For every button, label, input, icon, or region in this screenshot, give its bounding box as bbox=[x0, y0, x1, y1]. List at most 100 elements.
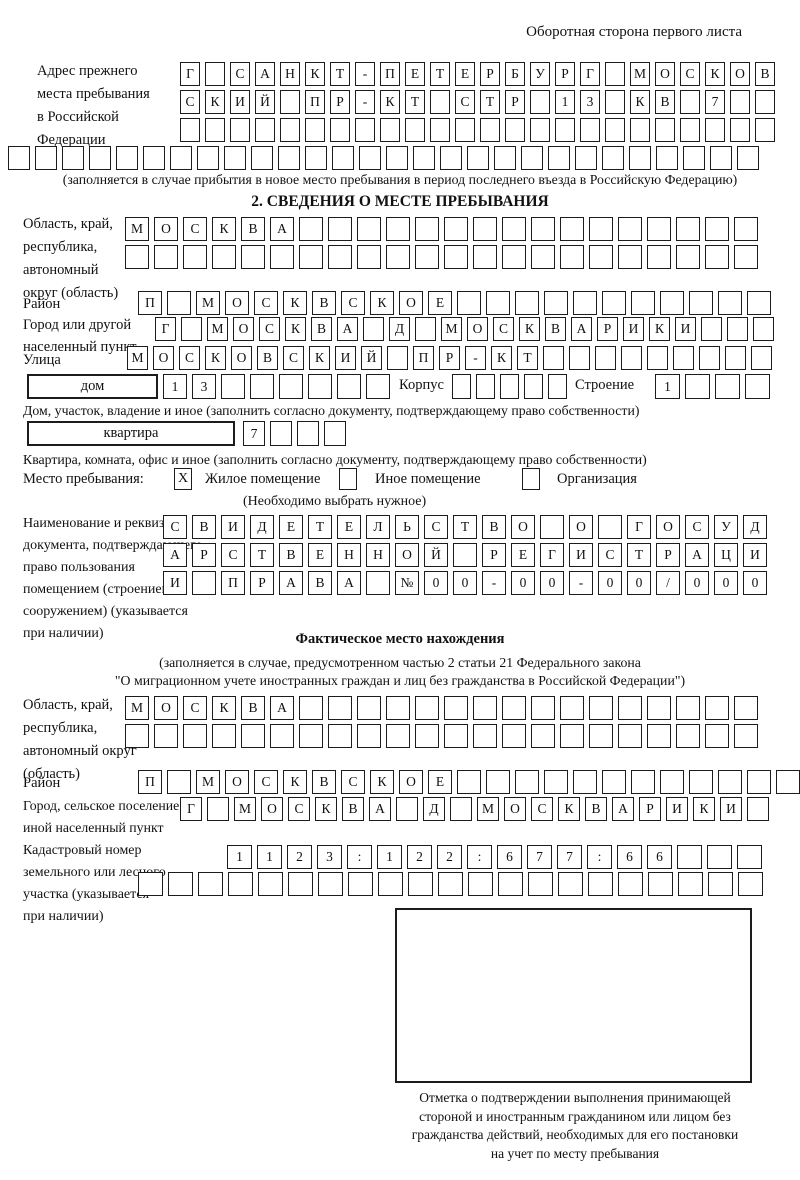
char-cell[interactable] bbox=[531, 245, 555, 269]
char-cell[interactable] bbox=[753, 317, 774, 341]
char-cell[interactable]: К bbox=[649, 317, 670, 341]
char-cell[interactable] bbox=[305, 118, 325, 142]
char-cell[interactable] bbox=[413, 146, 435, 170]
char-cell[interactable]: Е bbox=[511, 543, 535, 567]
char-cell[interactable]: С bbox=[283, 346, 304, 370]
char-cell[interactable] bbox=[192, 571, 216, 595]
char-cell[interactable]: В bbox=[279, 543, 303, 567]
char-cell[interactable]: В bbox=[655, 90, 675, 114]
char-cell[interactable]: П bbox=[413, 346, 434, 370]
char-cell[interactable] bbox=[680, 118, 700, 142]
char-cell[interactable]: К bbox=[630, 90, 650, 114]
char-cell[interactable]: А bbox=[369, 797, 391, 821]
char-cell[interactable]: И bbox=[666, 797, 688, 821]
char-cell[interactable]: Г bbox=[155, 317, 176, 341]
char-cell[interactable] bbox=[328, 245, 352, 269]
char-cell[interactable] bbox=[498, 872, 523, 896]
char-cell[interactable] bbox=[280, 90, 300, 114]
char-cell[interactable]: И bbox=[335, 346, 356, 370]
char-cell[interactable]: К bbox=[305, 62, 325, 86]
char-cell[interactable]: О bbox=[655, 62, 675, 86]
char-cell[interactable] bbox=[308, 374, 332, 399]
char-cell[interactable] bbox=[251, 146, 273, 170]
char-cell[interactable] bbox=[486, 291, 510, 315]
char-cell[interactable] bbox=[755, 90, 775, 114]
char-cell[interactable]: К bbox=[205, 346, 226, 370]
char-cell[interactable]: А bbox=[612, 797, 634, 821]
char-cell[interactable] bbox=[676, 245, 700, 269]
char-cell[interactable] bbox=[660, 291, 684, 315]
char-cell[interactable] bbox=[598, 515, 622, 539]
char-cell[interactable] bbox=[444, 724, 468, 748]
char-cell[interactable]: О bbox=[395, 543, 419, 567]
char-cell[interactable]: К bbox=[693, 797, 715, 821]
char-cell[interactable]: 7 bbox=[557, 845, 582, 869]
char-cell[interactable] bbox=[167, 291, 191, 315]
char-cell[interactable]: - bbox=[465, 346, 486, 370]
char-cell[interactable] bbox=[444, 696, 468, 720]
char-cell[interactable] bbox=[647, 346, 668, 370]
char-cell[interactable]: В bbox=[192, 515, 216, 539]
char-cell[interactable]: Н bbox=[337, 543, 361, 567]
char-cell[interactable]: С bbox=[254, 770, 278, 794]
char-cell[interactable]: С bbox=[221, 543, 245, 567]
char-cell[interactable] bbox=[502, 217, 526, 241]
char-cell[interactable] bbox=[89, 146, 111, 170]
char-cell[interactable]: 3 bbox=[192, 374, 216, 399]
char-cell[interactable]: Т bbox=[330, 62, 350, 86]
char-cell[interactable] bbox=[415, 217, 439, 241]
char-cell[interactable] bbox=[673, 346, 694, 370]
char-cell[interactable]: П bbox=[305, 90, 325, 114]
char-cell[interactable] bbox=[167, 770, 191, 794]
char-cell[interactable] bbox=[181, 317, 202, 341]
char-cell[interactable] bbox=[468, 872, 493, 896]
char-cell[interactable] bbox=[324, 421, 346, 446]
char-cell[interactable]: К bbox=[212, 696, 236, 720]
char-cell[interactable] bbox=[647, 724, 671, 748]
char-cell[interactable]: 7 bbox=[705, 90, 725, 114]
char-cell[interactable]: А bbox=[571, 317, 592, 341]
char-cell[interactable] bbox=[705, 217, 729, 241]
char-cell[interactable] bbox=[502, 724, 526, 748]
char-cell[interactable] bbox=[718, 291, 742, 315]
char-cell[interactable] bbox=[555, 118, 575, 142]
char-cell[interactable]: И bbox=[221, 515, 245, 539]
char-cell[interactable] bbox=[618, 696, 642, 720]
char-cell[interactable]: 0 bbox=[627, 571, 651, 595]
char-cell[interactable] bbox=[357, 217, 381, 241]
char-cell[interactable]: О bbox=[504, 797, 526, 821]
char-cell[interactable]: : bbox=[347, 845, 372, 869]
char-cell[interactable] bbox=[629, 146, 651, 170]
char-cell[interactable] bbox=[473, 245, 497, 269]
char-cell[interactable] bbox=[378, 872, 403, 896]
char-cell[interactable]: Е bbox=[455, 62, 475, 86]
char-cell[interactable] bbox=[332, 146, 354, 170]
char-cell[interactable]: Е bbox=[308, 543, 332, 567]
char-cell[interactable]: - bbox=[569, 571, 593, 595]
char-cell[interactable] bbox=[386, 146, 408, 170]
char-cell[interactable]: Е bbox=[428, 770, 452, 794]
char-cell[interactable] bbox=[747, 797, 769, 821]
char-cell[interactable] bbox=[430, 118, 450, 142]
char-cell[interactable]: Н bbox=[366, 543, 390, 567]
char-cell[interactable] bbox=[602, 291, 626, 315]
char-cell[interactable]: Д bbox=[743, 515, 767, 539]
char-cell[interactable] bbox=[747, 291, 771, 315]
char-cell[interactable] bbox=[630, 118, 650, 142]
char-cell[interactable] bbox=[618, 872, 643, 896]
char-cell[interactable]: И bbox=[623, 317, 644, 341]
char-cell[interactable] bbox=[207, 797, 229, 821]
char-cell[interactable] bbox=[35, 146, 57, 170]
char-cell[interactable]: В bbox=[312, 291, 336, 315]
char-cell[interactable] bbox=[440, 146, 462, 170]
char-cell[interactable] bbox=[660, 770, 684, 794]
char-cell[interactable]: О bbox=[656, 515, 680, 539]
char-cell[interactable] bbox=[689, 291, 713, 315]
char-cell[interactable] bbox=[676, 217, 700, 241]
char-cell[interactable]: Д bbox=[389, 317, 410, 341]
